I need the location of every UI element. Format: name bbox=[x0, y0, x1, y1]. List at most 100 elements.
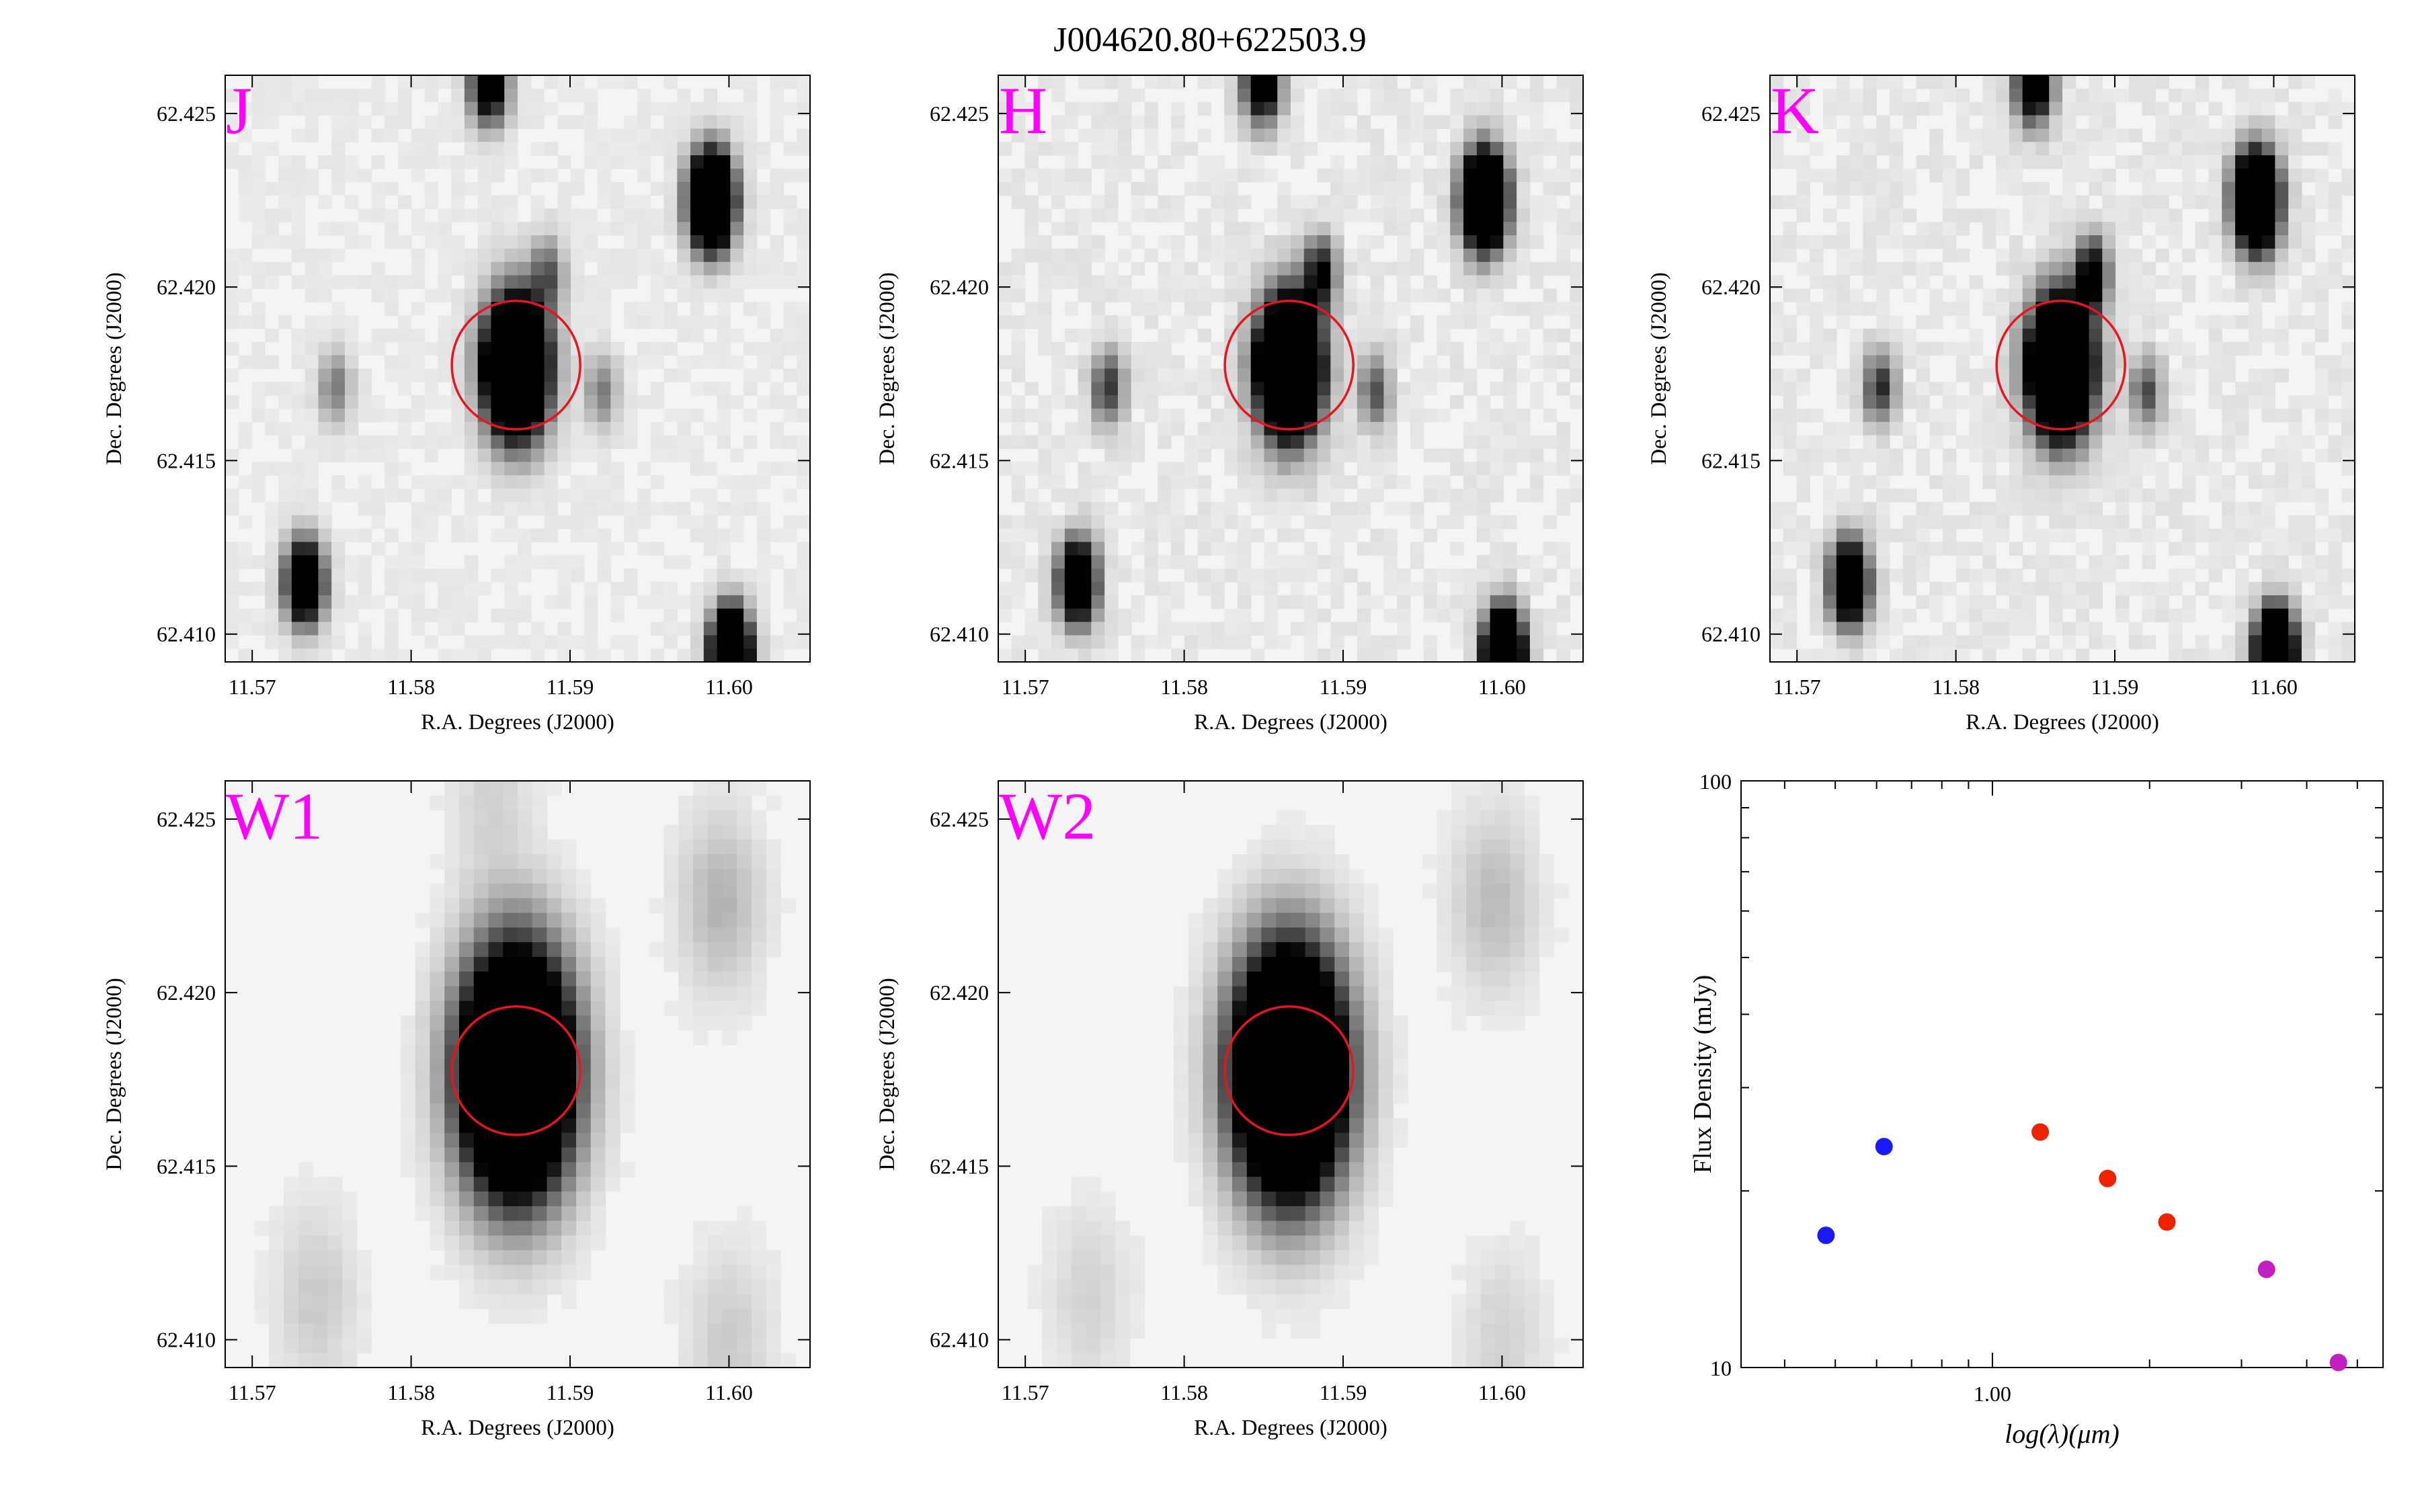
pixel bbox=[430, 1132, 445, 1148]
pixel bbox=[1184, 315, 1199, 329]
pixel bbox=[571, 555, 585, 569]
pixel bbox=[464, 302, 479, 316]
pixel bbox=[1876, 462, 1890, 476]
pixel bbox=[1104, 528, 1119, 543]
pixel bbox=[251, 462, 266, 476]
pixel bbox=[2195, 115, 2210, 129]
pixel bbox=[1184, 475, 1199, 489]
y-axis-label: Dec. Degrees (J2000) bbox=[1647, 272, 1671, 465]
pixel bbox=[2022, 421, 2037, 436]
pixel bbox=[1517, 248, 1531, 263]
pixel bbox=[1849, 448, 1864, 462]
pixel bbox=[1902, 569, 1917, 583]
pixel bbox=[2288, 128, 2302, 142]
pixel bbox=[1889, 462, 1904, 476]
pixel bbox=[663, 409, 678, 423]
pixel bbox=[518, 1162, 533, 1177]
pixel bbox=[576, 1147, 592, 1163]
x-tick-label: 11.59 bbox=[547, 675, 594, 699]
pixel bbox=[2301, 315, 2316, 329]
pixel bbox=[1889, 328, 1904, 343]
pixel bbox=[411, 608, 426, 623]
pixel bbox=[1423, 581, 1438, 596]
pixel bbox=[2288, 115, 2302, 129]
pixel bbox=[2089, 515, 2103, 530]
pixel bbox=[2142, 195, 2156, 210]
pixel bbox=[1370, 542, 1385, 556]
pixel bbox=[730, 208, 744, 222]
pixel bbox=[1463, 462, 1478, 476]
pixel bbox=[1397, 142, 1411, 156]
pixel bbox=[464, 341, 479, 356]
pixel bbox=[605, 1089, 620, 1104]
pixel bbox=[1104, 569, 1119, 583]
pixel bbox=[703, 421, 718, 436]
pixel bbox=[1291, 101, 1305, 116]
pixel bbox=[444, 986, 460, 1001]
pixel bbox=[2275, 489, 2289, 503]
pixel bbox=[1224, 101, 1238, 116]
pixel bbox=[291, 235, 306, 249]
pixel bbox=[444, 883, 460, 899]
pixel bbox=[557, 275, 571, 290]
pixel bbox=[1796, 168, 1810, 183]
pixel bbox=[251, 88, 266, 103]
pixel bbox=[1211, 248, 1225, 263]
pixel bbox=[610, 475, 624, 489]
pixel bbox=[1291, 448, 1305, 462]
pixel bbox=[678, 1001, 694, 1016]
pixel bbox=[1051, 489, 1065, 503]
pixel bbox=[2049, 115, 2063, 129]
pixel bbox=[1876, 475, 1890, 489]
pixel bbox=[265, 635, 279, 649]
pixel bbox=[1117, 382, 1132, 396]
pixel bbox=[1291, 569, 1305, 583]
pixel bbox=[703, 489, 718, 503]
pixel bbox=[398, 235, 412, 249]
pixel bbox=[677, 222, 691, 236]
pixel bbox=[2089, 75, 2103, 89]
pixel bbox=[1423, 288, 1438, 302]
pixel bbox=[1303, 635, 1318, 649]
pixel bbox=[473, 1074, 489, 1089]
pixel bbox=[1344, 448, 1358, 462]
pixel bbox=[451, 101, 465, 116]
pixel bbox=[1783, 581, 1798, 596]
pixel bbox=[2115, 581, 2130, 596]
pixel bbox=[477, 275, 492, 290]
pixel bbox=[1277, 368, 1291, 382]
pixel bbox=[305, 275, 319, 290]
pixel bbox=[532, 1279, 548, 1295]
pixel bbox=[1796, 368, 1810, 382]
pixel bbox=[2089, 421, 2103, 436]
pixel bbox=[1104, 475, 1119, 489]
pixel bbox=[1529, 355, 1544, 370]
pixel bbox=[424, 235, 438, 249]
pixel bbox=[238, 355, 253, 370]
pixel bbox=[2222, 595, 2236, 610]
pixel bbox=[2261, 395, 2275, 409]
pixel bbox=[557, 555, 571, 569]
pixel bbox=[371, 275, 385, 290]
pixel bbox=[532, 1089, 548, 1104]
pixel bbox=[488, 825, 503, 840]
pixel bbox=[2169, 409, 2183, 423]
pixel bbox=[1823, 181, 1837, 196]
pixel bbox=[1450, 448, 1464, 462]
pixel bbox=[752, 986, 767, 1001]
pixel bbox=[663, 898, 679, 914]
pixel bbox=[678, 942, 694, 958]
pixel bbox=[1131, 88, 1145, 103]
pixel bbox=[1237, 128, 1252, 142]
pixel bbox=[385, 608, 399, 623]
pixel bbox=[2009, 595, 2023, 610]
plot-frame bbox=[1769, 75, 2355, 663]
pixel bbox=[1423, 142, 1438, 156]
pixel bbox=[1011, 88, 1026, 103]
pixel bbox=[2288, 155, 2302, 169]
pixel bbox=[1982, 302, 1997, 316]
pixel bbox=[743, 88, 758, 103]
pixel bbox=[2195, 528, 2210, 543]
pixel bbox=[2062, 261, 2076, 276]
pixel bbox=[1476, 75, 1491, 89]
